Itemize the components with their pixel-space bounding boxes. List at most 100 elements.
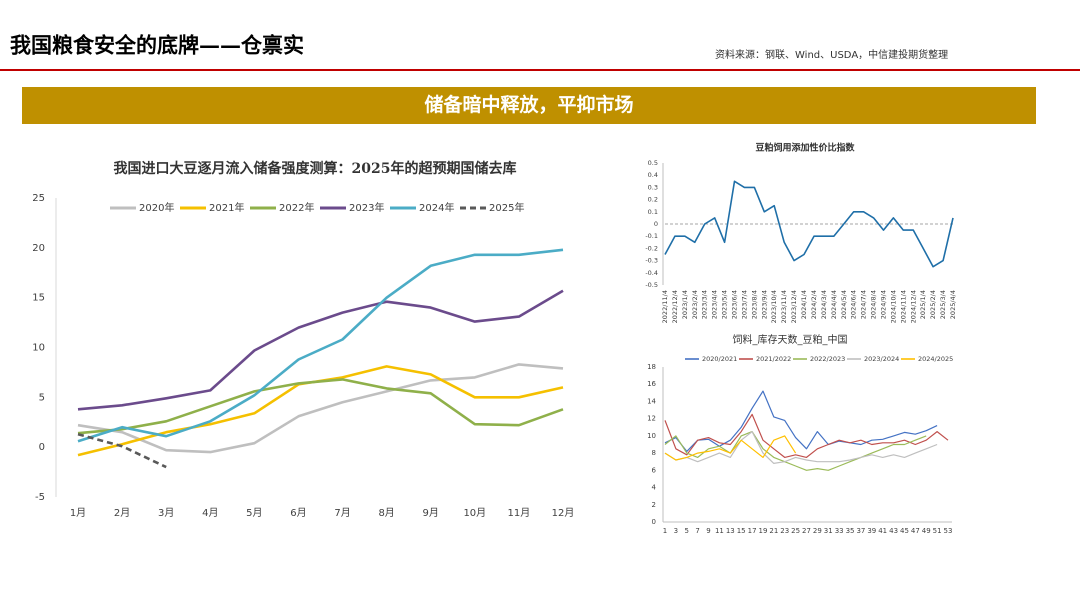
- series-line: [77, 365, 564, 457]
- x-tick-label: 5月: [246, 507, 262, 519]
- x-tick-label: 1月: [70, 507, 86, 519]
- y-tick-label: 10: [647, 432, 656, 440]
- x-tick-label: 49: [922, 527, 931, 535]
- x-tick-label: 4月: [202, 507, 218, 519]
- y-tick-label: 8: [652, 449, 656, 457]
- x-tick-label: 3月: [158, 507, 174, 519]
- x-tick-label: 2024/9/4: [879, 290, 887, 319]
- x-tick-label: 51: [933, 527, 942, 535]
- series-line: [77, 363, 564, 454]
- series-line: [664, 435, 797, 461]
- x-tick-label: 9: [706, 527, 710, 535]
- x-tick-label: 2023/10/4: [770, 290, 778, 323]
- x-tick-label: 2月: [114, 507, 130, 519]
- legend-label: 2022/2023: [810, 355, 845, 363]
- chart-title: 我国进口大豆逐月流入储备强度测算：2025年的超预期国储去库: [114, 160, 517, 177]
- x-tick-label: 2025/2/4: [929, 290, 937, 319]
- series-line: [664, 390, 938, 452]
- x-tick-label: 33: [835, 527, 844, 535]
- y-tick-label: 0.3: [648, 183, 658, 191]
- x-tick-label: 2023/12/4: [790, 290, 798, 323]
- x-tick-label: 2023/2/4: [691, 290, 699, 319]
- x-tick-label: 7月: [334, 507, 350, 519]
- legend-label: 2021年: [209, 201, 244, 214]
- y-tick-label: -0.5: [645, 281, 658, 289]
- legend-label: 2024年: [419, 201, 454, 214]
- legend-label: 2025年: [489, 201, 524, 214]
- y-tick-label: 0.1: [648, 208, 658, 216]
- y-tick-label: 10: [32, 343, 45, 354]
- x-tick-label: 3: [674, 527, 678, 535]
- series-line: [77, 432, 167, 469]
- x-tick-label: 2024/1/4: [800, 290, 808, 319]
- x-tick-label: 2024/4/4: [830, 290, 838, 319]
- legend-label: 2023/2024: [864, 355, 899, 363]
- x-tick-label: 2024/10/4: [889, 290, 897, 323]
- y-tick-label: -0.4: [645, 269, 658, 277]
- legend-label: 2022年: [279, 201, 314, 214]
- x-tick-label: 2023/8/4: [750, 290, 758, 319]
- series-line: [664, 431, 927, 471]
- y-tick-label: 5: [39, 392, 45, 403]
- series-line: [664, 413, 949, 458]
- x-tick-label: 10月: [463, 507, 486, 519]
- y-tick-label: 18: [647, 363, 656, 371]
- slide-title: 我国粮食安全的底牌——仓禀实: [10, 33, 304, 58]
- y-tick-label: 12: [647, 415, 656, 423]
- x-tick-label: 2022/11/4: [661, 290, 669, 323]
- x-tick-label: 5: [685, 527, 689, 535]
- x-tick-label: 2023/4/4: [711, 290, 719, 319]
- x-tick-label: 53: [944, 527, 953, 535]
- x-tick-label: 27: [802, 527, 811, 535]
- x-tick-label: 2023/9/4: [760, 290, 768, 319]
- y-tick-label: 0: [652, 518, 656, 526]
- x-tick-label: 11: [715, 527, 724, 535]
- series-line: [664, 431, 938, 464]
- x-tick-label: 29: [813, 527, 822, 535]
- y-tick-label: 0.2: [648, 196, 658, 204]
- x-tick-label: 2023/1/4: [681, 290, 689, 319]
- x-tick-label: 2024/7/4: [860, 290, 868, 319]
- series-line: [77, 378, 564, 435]
- x-tick-label: 2025/1/4: [919, 290, 927, 319]
- y-tick-label: 0: [654, 220, 658, 228]
- y-tick-label: 0.5: [648, 159, 658, 167]
- x-tick-label: 2024/12/4: [909, 290, 917, 323]
- x-tick-label: 2025/3/4: [939, 290, 947, 319]
- x-tick-label: 7: [695, 527, 699, 535]
- source-note: 资料来源：钢联、Wind、USDA，中信建投期货整理: [715, 48, 948, 61]
- x-tick-label: 47: [911, 527, 920, 535]
- x-tick-label: 17: [748, 527, 757, 535]
- x-tick-label: 2024/8/4: [870, 290, 878, 319]
- y-tick-label: 25: [32, 193, 45, 204]
- x-tick-label: 2024/3/4: [820, 290, 828, 319]
- series-line: [77, 289, 564, 411]
- x-tick-label: 37: [856, 527, 865, 535]
- y-tick-label: -0.2: [645, 244, 658, 252]
- y-tick-label: 0.4: [648, 171, 658, 179]
- x-tick-label: 23: [780, 527, 789, 535]
- legend-label: 2024/2025: [918, 355, 953, 363]
- x-tick-label: 25: [791, 527, 800, 535]
- x-tick-label: 2023/7/4: [740, 290, 748, 319]
- y-tick-label: 6: [652, 466, 657, 474]
- legend-label: 2020年: [139, 201, 174, 214]
- banner: [22, 87, 1036, 124]
- legend-label: 2021/2022: [756, 355, 791, 363]
- x-tick-label: 2023/11/4: [780, 290, 788, 323]
- banner-text: 储备暗中释放，平抑市场: [424, 93, 633, 116]
- x-tick-label: 43: [889, 527, 898, 535]
- y-tick-label: 0: [39, 442, 45, 453]
- x-tick-label: 2024/6/4: [850, 290, 858, 319]
- x-tick-label: 2024/11/4: [899, 290, 907, 323]
- x-tick-label: 8月: [378, 507, 394, 519]
- x-tick-label: 15: [737, 527, 746, 535]
- y-tick-label: -0.3: [645, 257, 658, 265]
- x-tick-label: 45: [900, 527, 909, 535]
- x-tick-label: 2022/12/4: [671, 290, 679, 323]
- x-tick-label: 2023/5/4: [721, 290, 729, 319]
- x-tick-label: 35: [846, 527, 855, 535]
- y-tick-label: -0.1: [645, 232, 658, 240]
- y-tick-label: 20: [32, 243, 45, 254]
